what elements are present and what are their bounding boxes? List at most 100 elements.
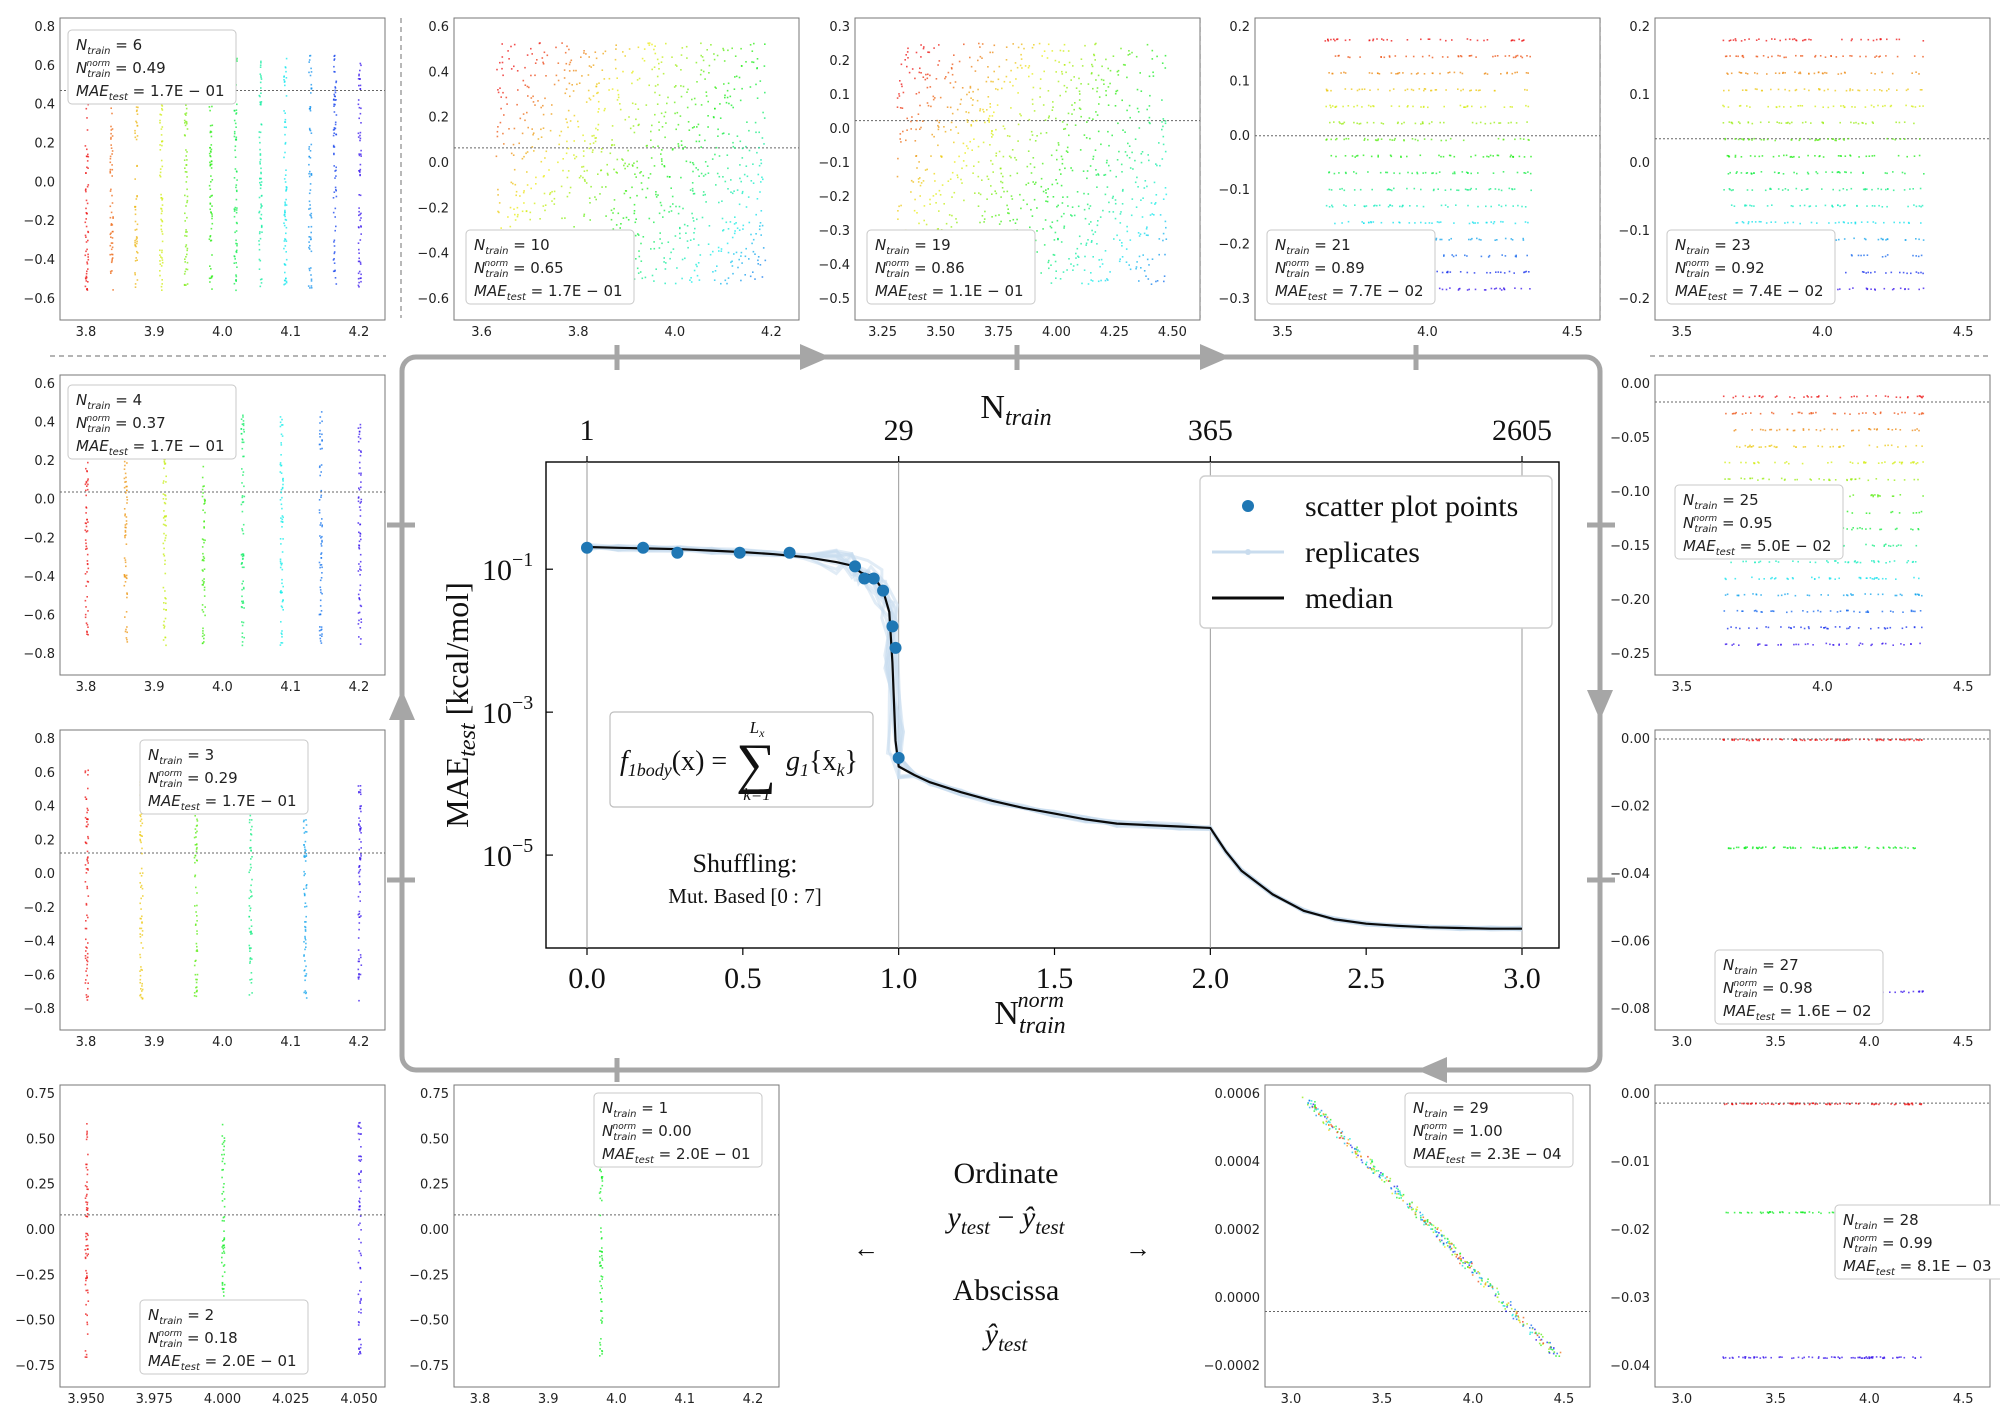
data-point — [1502, 221, 1504, 223]
data-point — [1484, 105, 1487, 108]
data-point — [935, 78, 938, 80]
data-point — [585, 182, 588, 184]
data-point — [925, 223, 928, 226]
data-point — [1782, 72, 1784, 74]
data-point — [1498, 122, 1500, 124]
data-point — [1072, 65, 1074, 67]
data-point — [110, 138, 112, 140]
data-point — [1388, 55, 1391, 57]
data-point — [708, 64, 711, 67]
data-point — [1724, 478, 1726, 480]
data-point — [516, 103, 518, 106]
data-point — [279, 558, 282, 561]
data-point — [1483, 73, 1486, 75]
data-point — [1139, 72, 1141, 74]
data-point — [1451, 254, 1453, 256]
data-point — [186, 151, 188, 153]
data-point — [280, 591, 282, 594]
data-point — [1156, 164, 1158, 167]
data-point — [183, 159, 186, 161]
data-point — [85, 585, 87, 587]
data-point — [622, 217, 625, 219]
data-point — [1121, 99, 1123, 102]
data-point — [561, 42, 563, 44]
data-point — [235, 109, 238, 111]
data-point — [1063, 64, 1066, 66]
data-point — [1759, 121, 1762, 124]
data-point — [665, 122, 667, 124]
data-point — [1771, 38, 1773, 40]
data-point — [1009, 81, 1011, 83]
panel-y-tick-label: −0.4 — [818, 258, 850, 273]
data-point — [1032, 157, 1035, 159]
data-point — [553, 197, 556, 200]
annotation-norm: Ntrainnorm = 0.89 — [1275, 259, 1365, 280]
data-point — [627, 219, 630, 221]
data-point — [111, 153, 113, 155]
data-point — [1048, 115, 1050, 117]
data-point — [635, 118, 637, 121]
data-point — [202, 630, 204, 632]
data-point — [319, 416, 322, 418]
annotation-mae: MAEtest = 1.7E − 01 — [474, 282, 623, 303]
data-point — [532, 132, 535, 134]
data-point — [1444, 204, 1447, 206]
data-point — [1918, 154, 1921, 157]
data-point — [210, 181, 212, 183]
data-point — [1097, 220, 1099, 222]
data-point — [500, 227, 502, 229]
panel-y-tick-label: 0.4 — [34, 416, 55, 431]
data-point — [236, 266, 238, 268]
data-point — [1793, 429, 1796, 432]
data-point — [1119, 213, 1122, 215]
data-point — [1380, 221, 1383, 224]
data-point — [1466, 271, 1469, 274]
data-point — [907, 47, 909, 50]
data-point — [709, 253, 712, 256]
data-point — [584, 140, 586, 142]
data-point — [957, 132, 960, 134]
data-point — [1328, 206, 1331, 208]
data-point — [754, 253, 756, 255]
data-point — [512, 154, 515, 156]
data-point — [1443, 105, 1445, 108]
data-point — [1758, 220, 1761, 223]
data-point — [1450, 188, 1452, 191]
data-point — [86, 530, 89, 532]
data-point — [740, 47, 742, 50]
data-point — [759, 264, 762, 266]
data-point — [165, 597, 167, 600]
data-point — [1874, 288, 1876, 290]
data-point — [134, 241, 136, 244]
data-point — [1835, 56, 1838, 58]
data-point — [1469, 238, 1472, 241]
data-point — [1345, 137, 1347, 140]
data-point — [1055, 270, 1057, 272]
data-point — [676, 65, 678, 67]
data-point — [186, 195, 189, 198]
data-point — [686, 91, 688, 93]
data-point — [1460, 55, 1463, 58]
data-point — [1515, 254, 1517, 257]
data-point — [86, 470, 88, 473]
data-point — [1406, 187, 1408, 190]
data-point — [1774, 72, 1777, 74]
data-point — [1769, 428, 1771, 431]
data-point — [1370, 221, 1372, 223]
data-point — [1878, 204, 1880, 207]
data-point — [567, 170, 570, 172]
data-point — [722, 47, 724, 50]
data-point — [110, 188, 112, 191]
data-point — [557, 161, 559, 164]
data-point — [991, 130, 993, 132]
data-point — [1514, 138, 1516, 141]
data-point — [332, 270, 335, 273]
data-point — [734, 230, 736, 232]
data-point — [1147, 234, 1149, 237]
x-tick-label: 0.0 — [568, 962, 606, 995]
data-point — [1781, 189, 1784, 191]
data-point — [242, 555, 245, 557]
data-point — [900, 83, 903, 85]
data-point — [569, 95, 571, 98]
data-point — [1149, 94, 1151, 97]
